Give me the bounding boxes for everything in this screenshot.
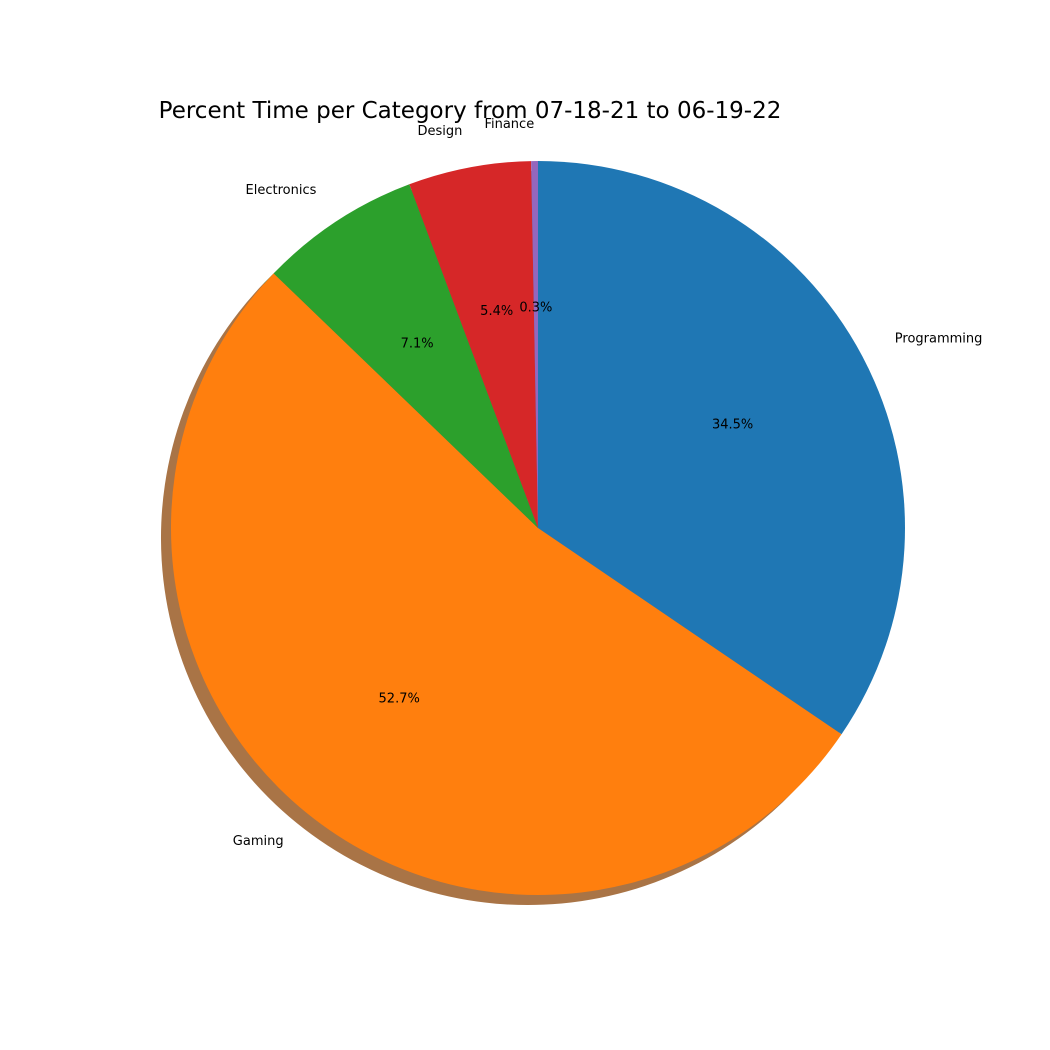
pie-slice-layer: [170, 161, 905, 896]
slice-electronics: [273, 184, 538, 529]
slice-percent-design: 5.4%: [480, 304, 513, 319]
chart-title: Percent Time per Category from 07-18-21 …: [159, 98, 782, 124]
slice-percent-electronics: 7.1%: [401, 337, 434, 352]
slice-gaming: [170, 273, 842, 896]
slice-label-design: Design: [418, 124, 463, 139]
pie-label-layer: Programming 34.5% Gaming 52.7% Electronics 7.…: [233, 117, 983, 849]
slice-percent-programming: 34.5%: [712, 418, 753, 433]
slice-label-electronics: Electronics: [246, 183, 317, 198]
slice-label-finance: Finance: [484, 117, 534, 132]
slice-design: [409, 161, 538, 528]
slice-label-gaming: Gaming: [233, 834, 284, 849]
slice-percent-gaming: 52.7%: [379, 692, 420, 707]
slice-programming: [538, 161, 905, 735]
slice-percent-finance: 0.3%: [519, 300, 552, 315]
slice-label-programming: Programming: [895, 332, 983, 347]
slice-finance: [531, 161, 538, 528]
